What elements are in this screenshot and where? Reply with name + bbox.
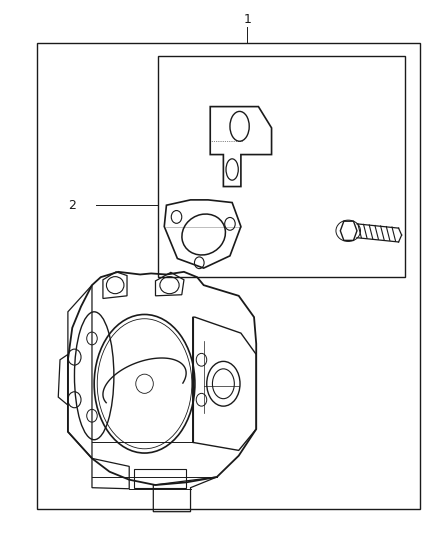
Text: 1: 1: [244, 13, 251, 26]
Text: 2: 2: [68, 199, 76, 212]
Bar: [37, 43, 420, 509]
Bar: [158, 56, 405, 277]
